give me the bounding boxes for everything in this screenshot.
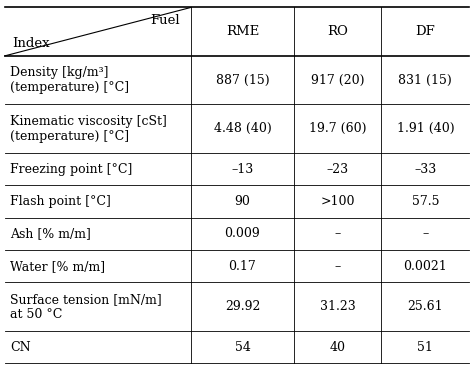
Text: Freezing point [°C]: Freezing point [°C] bbox=[10, 163, 133, 176]
Text: RME: RME bbox=[226, 25, 259, 38]
Text: 54: 54 bbox=[235, 341, 250, 354]
Text: 831 (15): 831 (15) bbox=[399, 74, 452, 87]
Text: 1.91 (40): 1.91 (40) bbox=[397, 122, 454, 135]
Text: Index: Index bbox=[12, 37, 49, 50]
Text: 25.61: 25.61 bbox=[408, 300, 443, 313]
Text: 0.0021: 0.0021 bbox=[403, 260, 447, 273]
Text: 887 (15): 887 (15) bbox=[216, 74, 269, 87]
Text: 19.7 (60): 19.7 (60) bbox=[309, 122, 366, 135]
Text: 31.23: 31.23 bbox=[319, 300, 356, 313]
Text: 4.48 (40): 4.48 (40) bbox=[214, 122, 271, 135]
Text: Kinematic viscosity [cSt]
(temperature) [°C]: Kinematic viscosity [cSt] (temperature) … bbox=[10, 115, 167, 143]
Text: RO: RO bbox=[327, 25, 348, 38]
Text: DF: DF bbox=[416, 25, 435, 38]
Text: 29.92: 29.92 bbox=[225, 300, 260, 313]
Text: Water [% m/m]: Water [% m/m] bbox=[10, 260, 106, 273]
Text: 51: 51 bbox=[418, 341, 433, 354]
Text: –13: –13 bbox=[231, 163, 254, 176]
Text: –: – bbox=[335, 228, 341, 240]
Text: –: – bbox=[335, 260, 341, 273]
Text: 0.009: 0.009 bbox=[225, 228, 260, 240]
Text: Ash [% m/m]: Ash [% m/m] bbox=[10, 228, 91, 240]
Text: 0.17: 0.17 bbox=[228, 260, 256, 273]
Text: –33: –33 bbox=[414, 163, 437, 176]
Text: 57.5: 57.5 bbox=[411, 195, 439, 208]
Text: 40: 40 bbox=[329, 341, 346, 354]
Text: Fuel: Fuel bbox=[150, 14, 180, 28]
Text: –23: –23 bbox=[327, 163, 349, 176]
Text: Surface tension [mN/m]
at 50 °C: Surface tension [mN/m] at 50 °C bbox=[10, 293, 162, 321]
Text: –: – bbox=[422, 228, 428, 240]
Text: 917 (20): 917 (20) bbox=[311, 74, 365, 87]
Text: CN: CN bbox=[10, 341, 31, 354]
Text: 90: 90 bbox=[235, 195, 250, 208]
Text: Density [kg/m³]
(temperature) [°C]: Density [kg/m³] (temperature) [°C] bbox=[10, 66, 129, 94]
Text: Flash point [°C]: Flash point [°C] bbox=[10, 195, 111, 208]
Text: >100: >100 bbox=[320, 195, 355, 208]
